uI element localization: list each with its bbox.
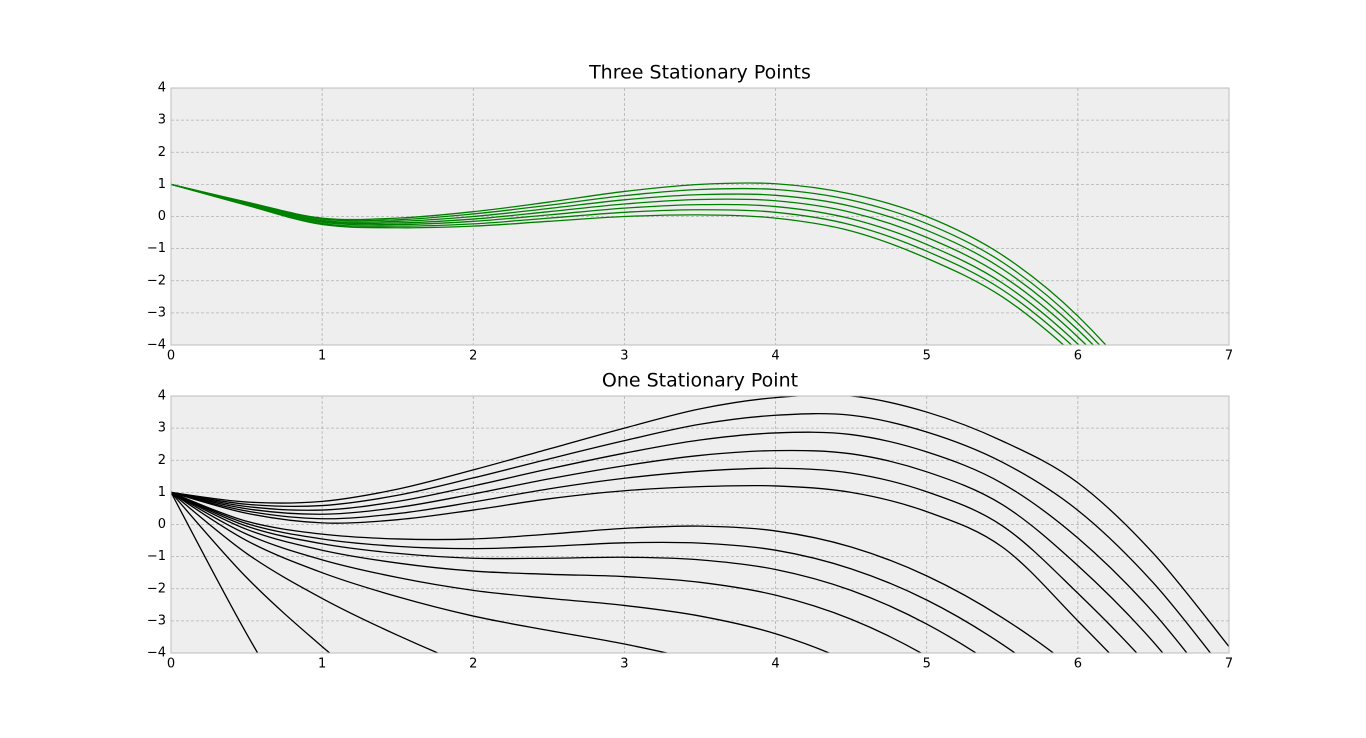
curve bbox=[171, 182, 1107, 345]
y-tick-label: −4 bbox=[147, 338, 166, 353]
curve bbox=[171, 183, 1080, 345]
x-tick-label: 5 bbox=[923, 349, 931, 364]
y-tick-label: −2 bbox=[147, 273, 166, 288]
x-tick-label: 3 bbox=[620, 349, 628, 364]
y-tick-label: −2 bbox=[147, 581, 166, 596]
plot-frame bbox=[170, 395, 1230, 654]
curve bbox=[171, 412, 1212, 653]
x-tick-label: 0 bbox=[167, 349, 175, 364]
curve bbox=[171, 183, 1095, 345]
curve bbox=[171, 491, 923, 653]
x-tick-label: 5 bbox=[923, 657, 931, 672]
y-tick-label: −4 bbox=[147, 646, 166, 661]
y-tick-label: −1 bbox=[147, 241, 166, 256]
x-tick-label: 6 bbox=[1074, 657, 1082, 672]
plot-frame bbox=[170, 87, 1230, 346]
curve bbox=[171, 183, 1101, 345]
y-tick-label: 1 bbox=[158, 177, 166, 192]
y-tick-label: 0 bbox=[158, 517, 166, 532]
plot-area bbox=[171, 88, 1229, 345]
curve bbox=[171, 491, 671, 653]
curve bbox=[171, 491, 440, 653]
plot-area bbox=[171, 396, 1229, 653]
y-tick-label: −1 bbox=[147, 549, 166, 564]
curve bbox=[171, 484, 1111, 653]
y-tick-label: 1 bbox=[158, 485, 166, 500]
curve bbox=[171, 183, 1073, 345]
chart-title: Three Stationary Points bbox=[588, 62, 811, 84]
x-tick-label: 2 bbox=[469, 657, 477, 672]
curve bbox=[171, 396, 1229, 647]
y-tick-label: 3 bbox=[158, 113, 166, 128]
subplot: 0 1 2 3 4 5 6 7 −4 −3 −2 −1 0 1 2 3 4 Three Stationary Po… bbox=[147, 62, 1233, 364]
curve bbox=[171, 491, 1055, 653]
x-tick-label: 4 bbox=[771, 349, 779, 364]
chart-title: One Stationary Point bbox=[602, 370, 798, 392]
x-tick-label: 1 bbox=[318, 349, 326, 364]
y-tick-label: 2 bbox=[158, 453, 166, 468]
curve bbox=[171, 183, 1088, 345]
x-tick-label: 7 bbox=[1225, 657, 1233, 672]
y-tick-label: 4 bbox=[158, 81, 166, 96]
x-tick-label: 2 bbox=[469, 349, 477, 364]
y-tick-label: 3 bbox=[158, 421, 166, 436]
subplot: 0 1 2 3 4 5 6 7 −4 −3 −2 −1 0 1 2 3 4 One Stationary Poin… bbox=[147, 370, 1233, 672]
x-tick-label: 3 bbox=[620, 657, 628, 672]
y-tick-label: −3 bbox=[147, 305, 166, 320]
curve bbox=[171, 431, 1188, 653]
curve bbox=[171, 491, 831, 653]
y-tick-label: −3 bbox=[147, 613, 166, 628]
x-tick-label: 4 bbox=[771, 657, 779, 672]
curve bbox=[171, 491, 1017, 653]
y-tick-label: 0 bbox=[158, 209, 166, 224]
y-tick-label: 4 bbox=[158, 389, 166, 404]
y-tick-label: 2 bbox=[158, 145, 166, 160]
curve bbox=[171, 449, 1164, 653]
lines bbox=[171, 396, 1229, 653]
curve bbox=[171, 491, 978, 653]
x-tick-label: 0 bbox=[167, 657, 175, 672]
lines bbox=[171, 182, 1107, 345]
curve bbox=[171, 467, 1138, 653]
x-tick-label: 1 bbox=[318, 657, 326, 672]
x-tick-label: 7 bbox=[1225, 349, 1233, 364]
x-tick-label: 6 bbox=[1074, 349, 1082, 364]
curve bbox=[171, 183, 1065, 345]
